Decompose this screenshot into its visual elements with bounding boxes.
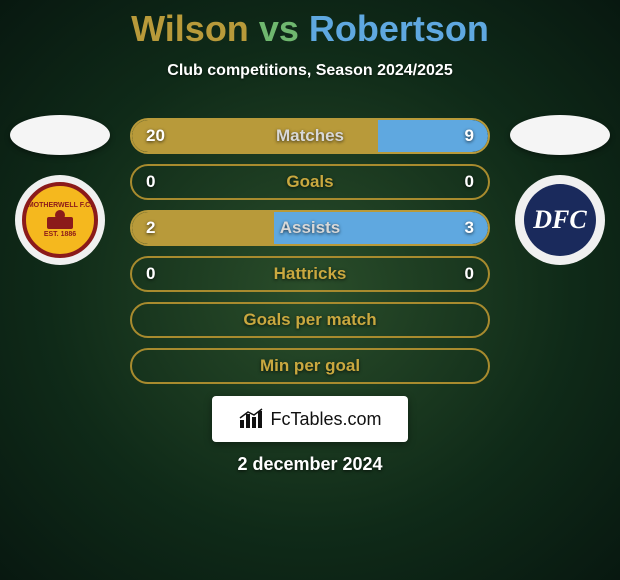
stat-label: Assists — [132, 218, 488, 238]
right-team-crest: DFC — [515, 175, 605, 265]
left-team-crest: MOTHERWELL F.C. EST. 1886 — [15, 175, 105, 265]
stat-row: 23Assists — [130, 210, 490, 246]
left-player-photo-placeholder — [10, 115, 110, 155]
right-crest-text: DFC — [533, 205, 586, 235]
right-player-column: DFC — [510, 115, 610, 265]
title-left-player: Wilson — [131, 8, 249, 49]
stat-row: 209Matches — [130, 118, 490, 154]
stat-row: 00Goals — [130, 164, 490, 200]
stats-container: 209Matches 00Goals 23Assists 00Hattricks Goa… — [130, 118, 490, 384]
subtitle: Club competitions, Season 2024/2025 — [0, 62, 620, 80]
left-crest-text-bottom: EST. 1886 — [44, 231, 76, 238]
stat-label: Goals per match — [132, 310, 488, 330]
left-crest-inner: MOTHERWELL F.C. EST. 1886 — [22, 182, 98, 258]
title-vs: vs — [259, 8, 299, 49]
brand-badge[interactable]: FcTables.com — [212, 396, 408, 442]
right-crest-inner: DFC — [524, 184, 596, 256]
stat-row: 00Hattricks — [130, 256, 490, 292]
title-right-player: Robertson — [309, 8, 489, 49]
stat-label: Goals — [132, 172, 488, 192]
stat-label: Matches — [132, 126, 488, 146]
right-player-photo-placeholder — [510, 115, 610, 155]
brand-chart-icon — [238, 408, 264, 430]
stat-label: Hattricks — [132, 264, 488, 284]
left-crest-icon — [45, 209, 75, 231]
left-crest-text-top: MOTHERWELL F.C. — [28, 202, 92, 209]
stat-label: Min per goal — [132, 356, 488, 376]
stat-row: Min per goal — [130, 348, 490, 384]
stat-row: Goals per match — [130, 302, 490, 338]
left-player-column: MOTHERWELL F.C. EST. 1886 — [10, 115, 110, 265]
brand-text: FcTables.com — [270, 409, 381, 430]
comparison-title: Wilson vs Robertson — [0, 0, 620, 50]
footer-date: 2 december 2024 — [0, 454, 620, 475]
